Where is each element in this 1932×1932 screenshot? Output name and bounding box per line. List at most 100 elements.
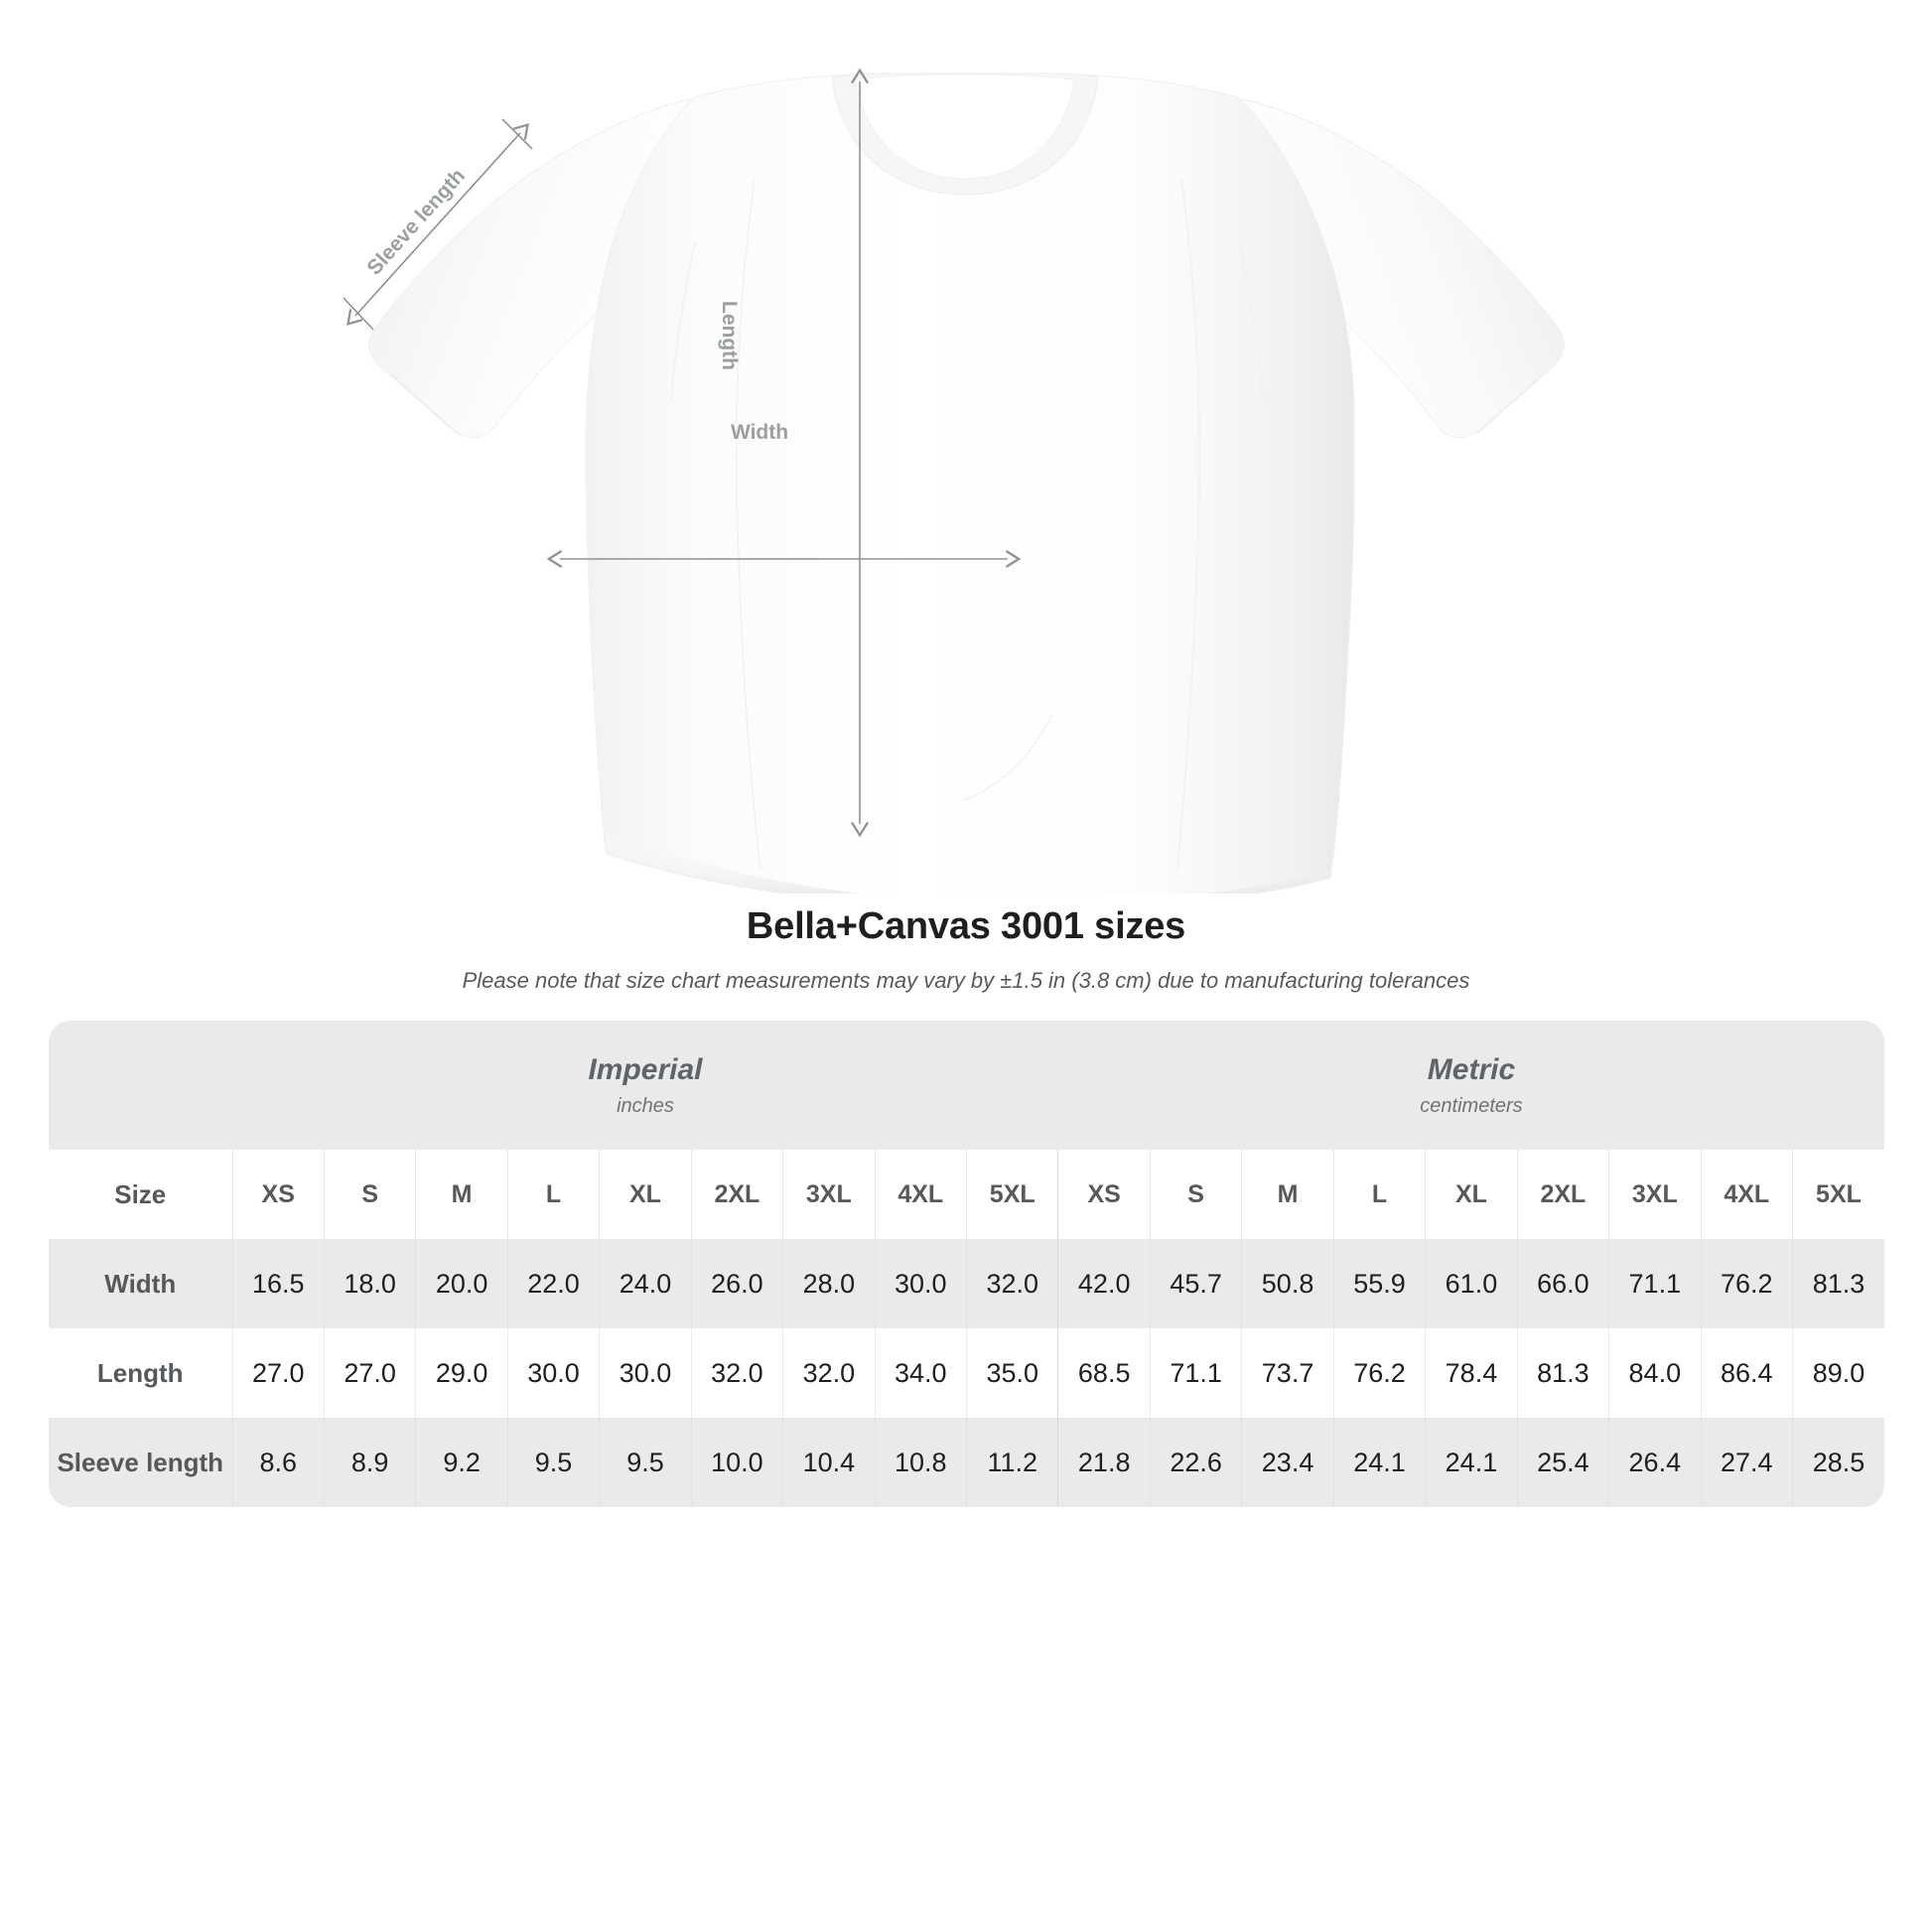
table-cell: 32.0	[782, 1328, 876, 1418]
size-header-cell: L	[506, 1150, 600, 1239]
table-cell: 27.0	[231, 1328, 325, 1418]
table-cell: 42.0	[1057, 1239, 1151, 1328]
table-cell: 24.1	[1425, 1418, 1518, 1507]
table-cell: 22.0	[506, 1239, 600, 1328]
table-cell: 8.9	[323, 1418, 416, 1507]
unit-group-imperial-sub: inches	[617, 1094, 674, 1117]
table-cell: 11.2	[965, 1418, 1058, 1507]
unit-group-metric-name: Metric	[1427, 1052, 1516, 1086]
table-cell: 10.4	[782, 1418, 876, 1507]
table-cell: 66.0	[1516, 1239, 1609, 1328]
table-cell: 76.2	[1332, 1328, 1426, 1418]
size-header-row: Size XS S M L XL 2XL 3XL 4XL 5XL XS S M …	[49, 1150, 1884, 1239]
size-header-cell: 3XL	[782, 1150, 876, 1239]
size-table-container: Imperial inches Metric centimeters Size …	[49, 1021, 1884, 1507]
table-cell: 26.4	[1608, 1418, 1702, 1507]
table-cell: 32.0	[690, 1328, 783, 1418]
table-cell: 16.5	[231, 1239, 325, 1328]
table-cell: 32.0	[965, 1239, 1058, 1328]
table-cell: 35.0	[965, 1328, 1058, 1418]
table-cell: 22.6	[1149, 1418, 1242, 1507]
size-header-corner: Size	[49, 1150, 232, 1239]
table-cell: 71.1	[1608, 1239, 1702, 1328]
size-header-cell: 5XL	[1791, 1150, 1884, 1239]
table-cell: 23.4	[1241, 1418, 1334, 1507]
table-cell: 28.0	[782, 1239, 876, 1328]
table-cell: 84.0	[1608, 1328, 1702, 1418]
table-cell: 27.4	[1700, 1418, 1793, 1507]
tolerance-note: Please note that size chart measurements…	[462, 968, 1470, 993]
size-header-cell: M	[415, 1150, 508, 1239]
heading-block: Bella+Canvas 3001 sizes Please note that…	[0, 905, 1932, 994]
size-header-cell: L	[1332, 1150, 1426, 1239]
size-header-cell: 3XL	[1608, 1150, 1702, 1239]
table-cell: 8.6	[231, 1418, 325, 1507]
size-header-cell: 4XL	[1700, 1150, 1793, 1239]
table-row: Length 27.0 27.0 29.0 30.0 30.0 32.0 32.…	[49, 1328, 1884, 1418]
tshirt-graphic: Sleeve length Length Width	[343, 68, 1565, 894]
width-label: Width	[731, 421, 788, 444]
size-header-cell: 2XL	[690, 1150, 783, 1239]
table-cell: 30.0	[874, 1239, 967, 1328]
table-cell: 18.0	[323, 1239, 416, 1328]
table-cell: 24.0	[599, 1239, 692, 1328]
unit-group-metric: Metric centimeters	[1057, 1021, 1884, 1150]
size-header-cell: XL	[599, 1150, 692, 1239]
table-cell: 61.0	[1425, 1239, 1518, 1328]
table-cell: 27.0	[323, 1328, 416, 1418]
row-label-width: Width	[49, 1239, 232, 1328]
measurement-guides	[343, 68, 1022, 838]
table-cell: 86.4	[1700, 1328, 1793, 1418]
table-cell: 30.0	[599, 1328, 692, 1418]
size-header-cell: XS	[1057, 1150, 1151, 1239]
table-cell: 26.0	[690, 1239, 783, 1328]
size-table: Imperial inches Metric centimeters Size …	[49, 1021, 1884, 1507]
table-cell: 55.9	[1332, 1239, 1426, 1328]
table-cell: 71.1	[1149, 1328, 1242, 1418]
table-cell: 20.0	[415, 1239, 508, 1328]
size-header-cell: S	[323, 1150, 416, 1239]
table-cell: 81.3	[1791, 1239, 1884, 1328]
shirt-silhouette	[368, 72, 1565, 894]
tshirt-illustration: Sleeve length Length Width	[0, 0, 1932, 894]
unit-group-imperial-name: Imperial	[588, 1052, 703, 1086]
unit-group-row: Imperial inches Metric centimeters	[49, 1021, 1884, 1150]
unit-group-imperial: Imperial inches	[232, 1021, 1058, 1150]
table-cell: 10.8	[874, 1418, 967, 1507]
table-cell: 28.5	[1791, 1418, 1884, 1507]
table-row: Width 16.5 18.0 20.0 22.0 24.0 26.0 28.0…	[49, 1239, 1884, 1328]
table-cell: 81.3	[1516, 1328, 1609, 1418]
size-header-cell: 2XL	[1516, 1150, 1609, 1239]
sleeve-guide-line	[346, 123, 529, 326]
table-cell: 34.0	[874, 1328, 967, 1418]
size-header-cell: 5XL	[965, 1150, 1058, 1239]
table-cell: 89.0	[1791, 1328, 1884, 1418]
table-cell: 10.0	[690, 1418, 783, 1507]
size-header-cell: 4XL	[874, 1150, 967, 1239]
table-cell: 9.2	[415, 1418, 508, 1507]
unit-group-metric-sub: centimeters	[1420, 1094, 1523, 1117]
table-cell: 78.4	[1425, 1328, 1518, 1418]
table-cell: 24.1	[1332, 1418, 1426, 1507]
table-cell: 21.8	[1057, 1418, 1151, 1507]
table-cell: 29.0	[415, 1328, 508, 1418]
table-cell: 73.7	[1241, 1328, 1334, 1418]
table-cell: 76.2	[1700, 1239, 1793, 1328]
table-cell: 45.7	[1149, 1239, 1242, 1328]
row-label-sleeve-length: Sleeve length	[49, 1418, 232, 1507]
table-cell: 68.5	[1057, 1328, 1151, 1418]
row-label-length: Length	[49, 1328, 232, 1418]
table-cell: 25.4	[1516, 1418, 1609, 1507]
size-header-cell: XL	[1425, 1150, 1518, 1239]
unit-group-spacer	[49, 1021, 232, 1150]
size-header-cell: S	[1149, 1150, 1242, 1239]
size-header-cell: M	[1241, 1150, 1334, 1239]
length-label: Length	[718, 301, 741, 370]
page-title: Bella+Canvas 3001 sizes	[746, 905, 1186, 947]
table-cell: 9.5	[506, 1418, 600, 1507]
table-cell: 9.5	[599, 1418, 692, 1507]
table-cell: 30.0	[506, 1328, 600, 1418]
table-row: Sleeve length 8.6 8.9 9.2 9.5 9.5 10.0 1…	[49, 1418, 1884, 1507]
table-cell: 50.8	[1241, 1239, 1334, 1328]
